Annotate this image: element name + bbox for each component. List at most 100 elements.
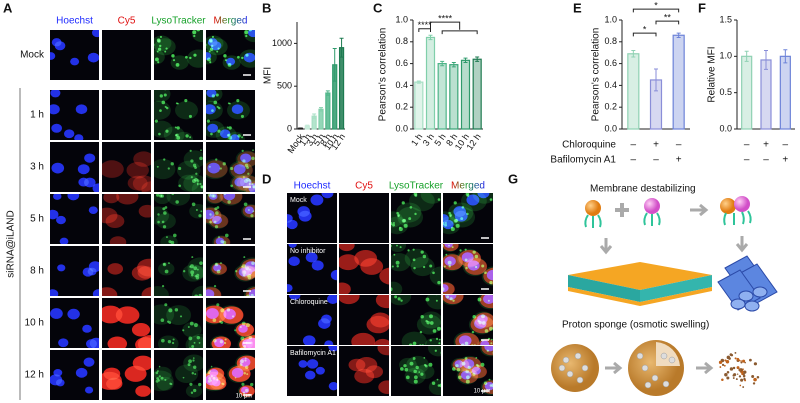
debris: [732, 377, 735, 379]
lyso-dot: [191, 295, 194, 296]
lyso-dot: [215, 158, 218, 161]
significance: **: [664, 12, 672, 22]
lyso-dot: [419, 344, 422, 345]
micrograph: [50, 350, 99, 400]
lyso-dot: [396, 211, 399, 215]
lyso-dot: [223, 341, 227, 345]
lyso-dot: [407, 249, 410, 252]
nucleus: [443, 214, 449, 223]
nucleus: [304, 370, 316, 380]
lyso-cell: [154, 90, 171, 103]
lyso-cell: [175, 364, 199, 384]
lyso-dot: [154, 119, 158, 123]
lyso-dot: [391, 287, 393, 292]
cy5-signal: [131, 323, 151, 337]
nucleus: [458, 335, 472, 345]
micrograph: [206, 142, 255, 192]
lyso-dot: [464, 248, 467, 251]
lyso-dot: [435, 295, 438, 296]
lyso-dot: [393, 253, 396, 256]
micrograph: [154, 30, 203, 80]
cy5-signal: [133, 151, 151, 167]
lyso-dot: [222, 162, 226, 166]
debris: [736, 366, 740, 370]
y-tick-label: 1.0: [719, 51, 732, 61]
cy5-signal: [339, 282, 351, 294]
lyso-dot: [456, 367, 461, 372]
micrograph: [154, 90, 203, 140]
lyso-cell: [157, 335, 179, 348]
lyso-dot: [251, 182, 254, 186]
lyso-dot: [471, 344, 474, 345]
lyso-dot: [434, 349, 437, 352]
cy5-signal: [137, 335, 151, 348]
lyso-dot: [191, 372, 195, 375]
lyso-dot: [412, 357, 416, 360]
error-bar: [783, 49, 788, 64]
bar: [472, 58, 482, 130]
lyso-dot: [443, 222, 445, 226]
micrograph: [287, 193, 337, 243]
cy5-signal: [109, 236, 127, 244]
lyso-dot: [235, 270, 238, 273]
debris: [744, 361, 746, 364]
lyso-dot: [190, 159, 194, 163]
nucleus: [70, 57, 80, 66]
bar: [672, 34, 685, 130]
micrograph: [50, 246, 99, 296]
nucleus: [209, 369, 219, 377]
lyso-dot: [171, 194, 175, 196]
nucleus: [330, 269, 337, 281]
cy5-signal: [339, 254, 359, 271]
lyso-dot: [399, 226, 401, 229]
bar: [627, 53, 640, 130]
lyso-dot: [489, 326, 493, 331]
y-tick-label: 1000: [272, 38, 292, 48]
lyso-dot: [191, 256, 194, 259]
lyso-dot: [229, 166, 234, 171]
lyso-dot: [465, 193, 470, 196]
nucleus: [87, 52, 99, 63]
lyso-dot: [464, 258, 468, 262]
lyso-dot: [243, 295, 246, 296]
condition-sign: –: [631, 140, 637, 151]
lyso-dot: [495, 273, 497, 275]
nucleus: [50, 52, 56, 60]
lyso-dot: [437, 198, 441, 201]
lyso-dot: [165, 106, 169, 110]
lyso-dot: [164, 90, 167, 91]
lyso-dot: [193, 365, 197, 369]
error-bar: [319, 107, 323, 112]
lyso-dot: [429, 339, 432, 342]
row-label: 1 h: [30, 110, 44, 121]
lyso-dot: [199, 156, 203, 161]
debris: [742, 359, 746, 363]
nucleus: [287, 284, 293, 293]
lyso-dot: [401, 201, 405, 205]
x-tick-label: 12 h: [465, 132, 483, 152]
lyso-dot: [472, 250, 476, 254]
lyso-dot: [172, 233, 177, 238]
lyso-dot: [489, 186, 492, 189]
lyso-dot: [438, 338, 441, 341]
micrograph: [339, 295, 389, 345]
lyso-dot: [251, 156, 255, 161]
nucleus: [480, 340, 490, 345]
nucleus: [467, 260, 480, 271]
lyso-dot: [159, 44, 162, 48]
lyso-dot: [198, 214, 202, 218]
cy5-signal: [351, 332, 376, 345]
panel-label: F: [698, 0, 706, 15]
debris: [735, 378, 738, 381]
lyso-dot: [422, 265, 426, 269]
lyso-dot: [258, 332, 260, 334]
lyso-dot: [421, 344, 425, 345]
nucleus: [297, 206, 310, 217]
nucleus: [327, 295, 337, 304]
lyso-dot: [189, 56, 192, 60]
cy5-signal: [339, 295, 360, 305]
cy5-signal: [116, 194, 139, 205]
lyso-dot: [213, 285, 217, 288]
lyso-cell: [163, 126, 185, 140]
nucleus: [328, 382, 337, 391]
